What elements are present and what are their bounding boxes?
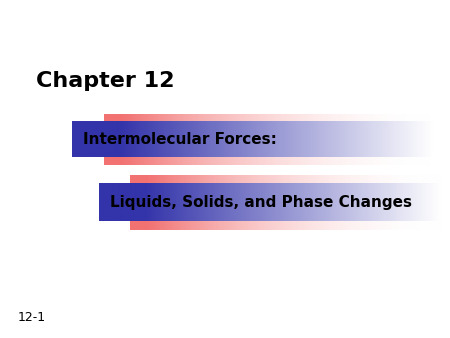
Text: Chapter 12: Chapter 12 [36, 71, 175, 91]
Text: Intermolecular Forces:: Intermolecular Forces: [83, 132, 277, 147]
Text: Liquids, Solids, and Phase Changes: Liquids, Solids, and Phase Changes [110, 195, 412, 210]
Text: 12-1: 12-1 [18, 312, 46, 324]
